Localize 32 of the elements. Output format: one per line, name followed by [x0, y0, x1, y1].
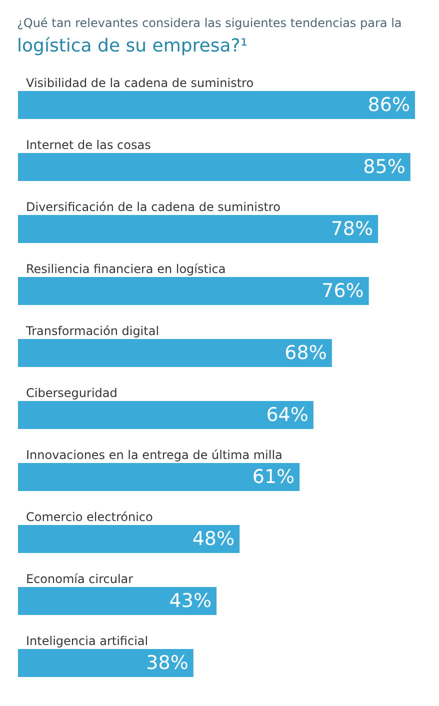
bar: [18, 587, 216, 615]
y-tick-label: Inteligencia artificial: [26, 634, 148, 648]
bar: [18, 277, 369, 305]
data-label: 64%: [266, 404, 308, 426]
y-tick-label: Visibilidad de la cadena de suministro: [26, 76, 254, 90]
y-tick-label: Transformación digital: [25, 324, 160, 338]
bar: [18, 649, 194, 677]
bar: [18, 215, 378, 243]
bar: [18, 463, 300, 491]
bar: [18, 525, 240, 553]
y-tick-label: Ciberseguridad: [26, 386, 118, 400]
data-label: 85%: [363, 156, 406, 178]
data-label: 78%: [330, 218, 374, 240]
data-label: 48%: [192, 528, 235, 550]
data-label: 61%: [252, 466, 295, 488]
y-tick-label: Comercio electrónico: [26, 510, 153, 524]
bar: [18, 91, 415, 119]
y-tick-label: Resiliencia financiera en logística: [26, 262, 226, 276]
y-tick-label: Economía circular: [26, 572, 134, 586]
y-tick-label: Innovaciones en la entrega de última milla: [26, 448, 282, 462]
y-tick-label: Diversificación de la cadena de suministro: [26, 200, 280, 214]
data-label: 86%: [368, 94, 410, 116]
data-label: 43%: [169, 590, 212, 612]
data-label: 38%: [146, 652, 188, 674]
chart-subtitle: logística de su empresa?¹: [17, 36, 248, 56]
chart-title: ¿Qué tan relevantes considera las siguientes tendencias para la: [17, 16, 402, 30]
bar: [18, 153, 410, 181]
bar: [18, 339, 332, 367]
y-tick-label: Internet de las cosas: [26, 138, 151, 152]
data-label: 68%: [284, 342, 327, 364]
data-label: 76%: [322, 280, 364, 302]
bar: [18, 401, 314, 429]
